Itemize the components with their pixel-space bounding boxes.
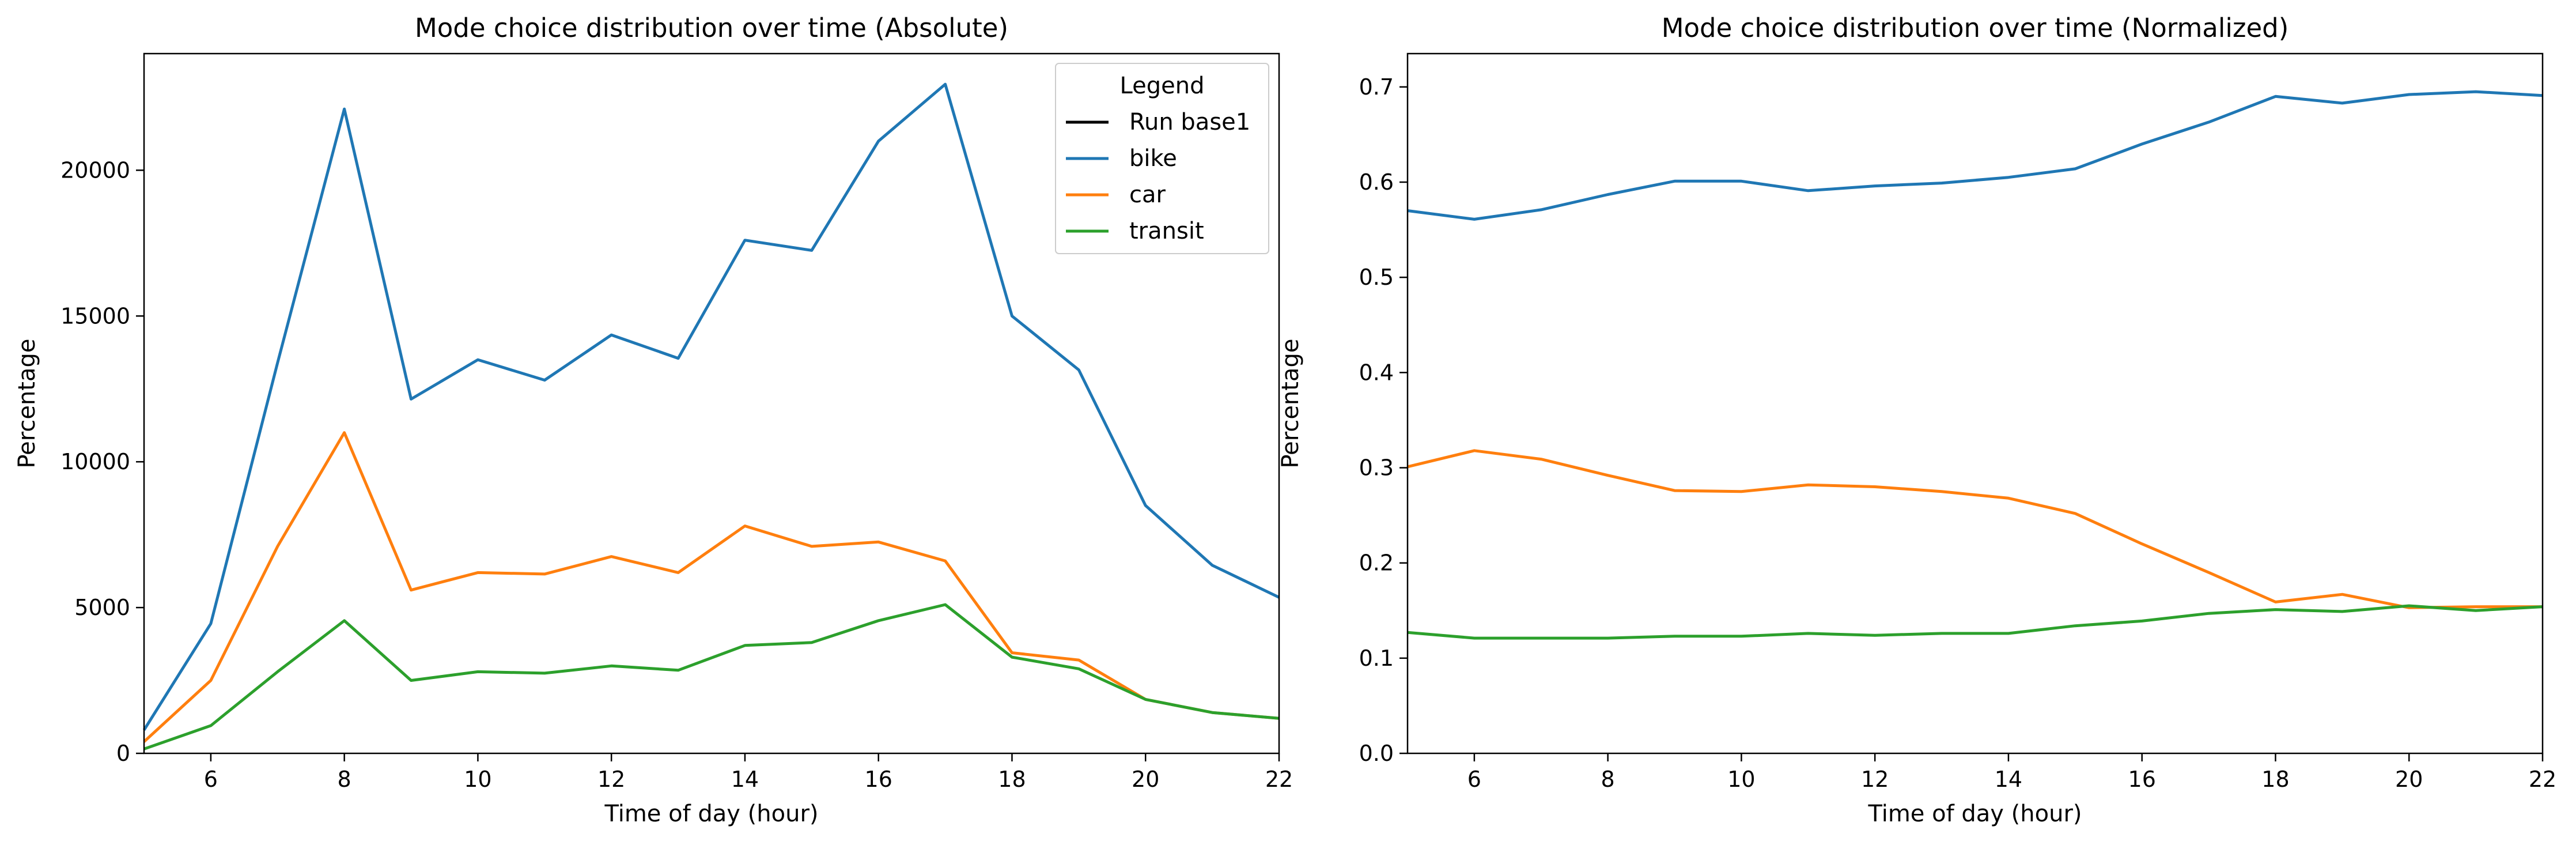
y-tick-label: 0.2	[1359, 550, 1394, 576]
x-tick-label: 16	[2128, 767, 2156, 792]
legend-label: bike	[1129, 145, 1177, 172]
legend-label: car	[1129, 182, 1166, 208]
chart-title: Mode choice distribution over time (Norm…	[1662, 13, 2289, 43]
x-tick-label: 18	[998, 767, 1026, 792]
series-line-car	[143, 431, 1280, 743]
x-tick-label: 12	[1861, 767, 1889, 792]
y-tick-label: 0	[116, 741, 130, 766]
y-tick-label: 20000	[60, 157, 130, 183]
y-axis-label: Percentage	[14, 338, 40, 468]
y-tick-label: 0.0	[1359, 741, 1394, 766]
x-tick-label: 14	[1995, 767, 2022, 792]
x-tick-label: 10	[464, 767, 491, 792]
y-tick-label: 0.7	[1359, 74, 1394, 100]
x-axis-label: Time of day (hour)	[1868, 801, 2082, 827]
series-line-bike	[142, 82, 1280, 731]
normalized-chart: Mode choice distribution over time (Norm…	[1277, 13, 2556, 827]
axis-ticks: 6 8 10 12 14 16 18 20 22 0.0 0.1 0.2 0.3 0.4 0.5 0.6 0.7	[1359, 74, 2557, 792]
legend: Legend Run base1 bike car transit	[1055, 63, 1269, 254]
series-line-series-2	[1407, 449, 2543, 609]
series-line-series-1	[1407, 90, 2543, 221]
y-tick-label: 0.1	[1359, 646, 1394, 671]
y-tick-label: 5000	[74, 595, 130, 620]
chart-title: Mode choice distribution over time (Abso…	[415, 13, 1008, 43]
y-tick-label: 0.4	[1359, 360, 1394, 385]
series-line-transit	[143, 603, 1280, 750]
x-tick-label: 22	[2529, 767, 2556, 792]
x-tick-label: 20	[2395, 767, 2423, 792]
legend-title: Legend	[1120, 73, 1205, 99]
legend-label: transit	[1129, 218, 1204, 244]
absolute-chart: Mode choice distribution over time (Abso…	[14, 13, 1293, 827]
x-tick-label: 18	[2261, 767, 2289, 792]
y-tick-label: 0.3	[1359, 455, 1394, 480]
legend-box	[1055, 63, 1269, 254]
x-tick-label: 12	[597, 767, 625, 792]
x-tick-label: 6	[1467, 767, 1481, 792]
x-tick-label: 20	[1132, 767, 1159, 792]
y-tick-label: 0.6	[1359, 169, 1394, 195]
x-tick-label: 6	[204, 767, 218, 792]
x-tick-label: 14	[731, 767, 759, 792]
plot-frame	[1406, 52, 2544, 755]
series-line-series-3	[1407, 604, 2543, 640]
x-tick-label: 22	[1265, 767, 1293, 792]
x-tick-label: 10	[1727, 767, 1755, 792]
y-tick-label: 15000	[60, 303, 130, 329]
y-tick-label: 0.5	[1359, 265, 1394, 290]
series-lines	[1407, 90, 2543, 640]
y-axis-label: Percentage	[1277, 338, 1304, 468]
x-axis-label: Time of day (hour)	[604, 801, 819, 827]
y-tick-label: 10000	[60, 449, 130, 474]
plot-frame	[143, 52, 1280, 755]
x-tick-label: 8	[1601, 767, 1615, 792]
axis-ticks: 6 8 10 12 14 16 18 20 22 0 5000 10000 15000 20000	[60, 157, 1293, 792]
series-lines	[142, 82, 1280, 750]
x-tick-label: 8	[338, 767, 351, 792]
legend-label: Run base1	[1129, 109, 1250, 135]
x-tick-label: 16	[865, 767, 892, 792]
